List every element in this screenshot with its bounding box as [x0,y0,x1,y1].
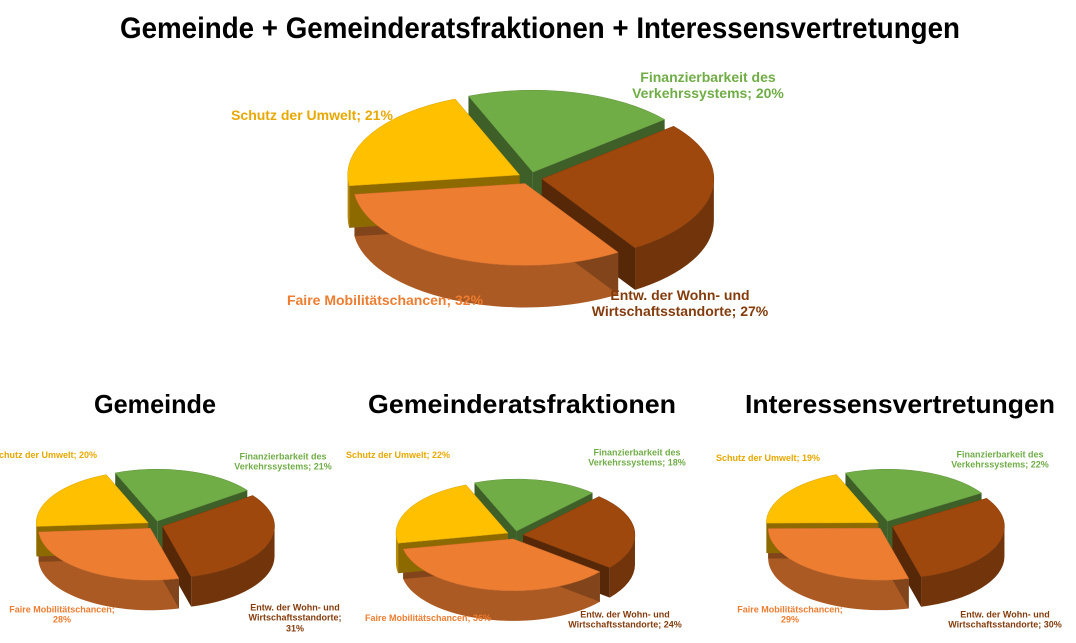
data-label: Entw. der Wohn- und Wirtschaftsstandorte… [248,602,342,634]
slice-side [609,534,635,598]
slice [541,125,715,249]
pie [347,89,715,308]
data-label: Schutz der Umwelt; 19% [715,452,821,463]
chart-title: Gemeinderatsfraktionen [368,389,676,419]
pie [35,468,275,611]
slice [347,98,521,187]
slice-side [403,548,600,621]
slice-side [38,531,179,611]
data-label: Schutz der Umwelt; 22% [345,449,451,460]
slice-side [768,528,909,611]
pie [766,468,1005,611]
data-label: Schutz der Umwelt; 21% [231,106,393,123]
pie [395,478,636,621]
slice-edge [892,526,922,607]
slice [402,538,601,592]
slice [767,527,910,581]
data-label: Schutz der Umwelt; 20% [0,449,98,460]
slice [474,478,594,532]
chart-title: Gemeinde + Gemeinderatsfraktionen + Inte… [120,12,960,45]
slice [468,89,666,173]
slice-side [191,526,275,607]
data-label: Faire Mobilitätschancen; 32% [286,291,484,308]
data-label: Entw. der Wohn- und Wirtschaftsstandorte… [568,609,682,630]
slice [162,495,275,577]
slice-side [635,178,714,290]
data-label: Finanzierbarkeit des Verkehrssystems; 22… [951,449,1049,470]
slice [766,474,879,524]
slice [114,468,248,522]
data-label: Entw. der Wohn- und Wirtschaftsstandorte… [591,286,769,319]
slice [395,484,509,544]
slice [354,183,619,266]
slice [892,498,1005,577]
slice-side [921,526,1005,607]
chart-title: Gemeinde [94,389,216,419]
data-label: Finanzierbarkeit des Verkehrssystems; 18… [588,447,686,468]
slice [844,468,983,522]
chart-title: Interessensvertretungen [745,389,1055,419]
slice [522,496,636,568]
data-label: Faire Mobilitätschancen; 36% [364,612,492,623]
data-label: Faire Mobilitätschancen; 29% [737,604,843,625]
data-label: Finanzierbarkeit des Verkehrssystems; 20… [632,68,784,101]
slice [38,527,180,581]
slice-side [354,194,619,308]
data-label: Entw. der Wohn- und Wirtschaftsstandorte… [948,609,1062,630]
slice-side [347,174,350,228]
slice-edge [162,526,192,607]
data-label: Finanzierbarkeit des Verkehrssystems; 21… [234,451,332,472]
slice [35,474,149,527]
data-label: Faire Mobilitätschancen; 28% [9,604,115,625]
slice-side [395,533,399,574]
